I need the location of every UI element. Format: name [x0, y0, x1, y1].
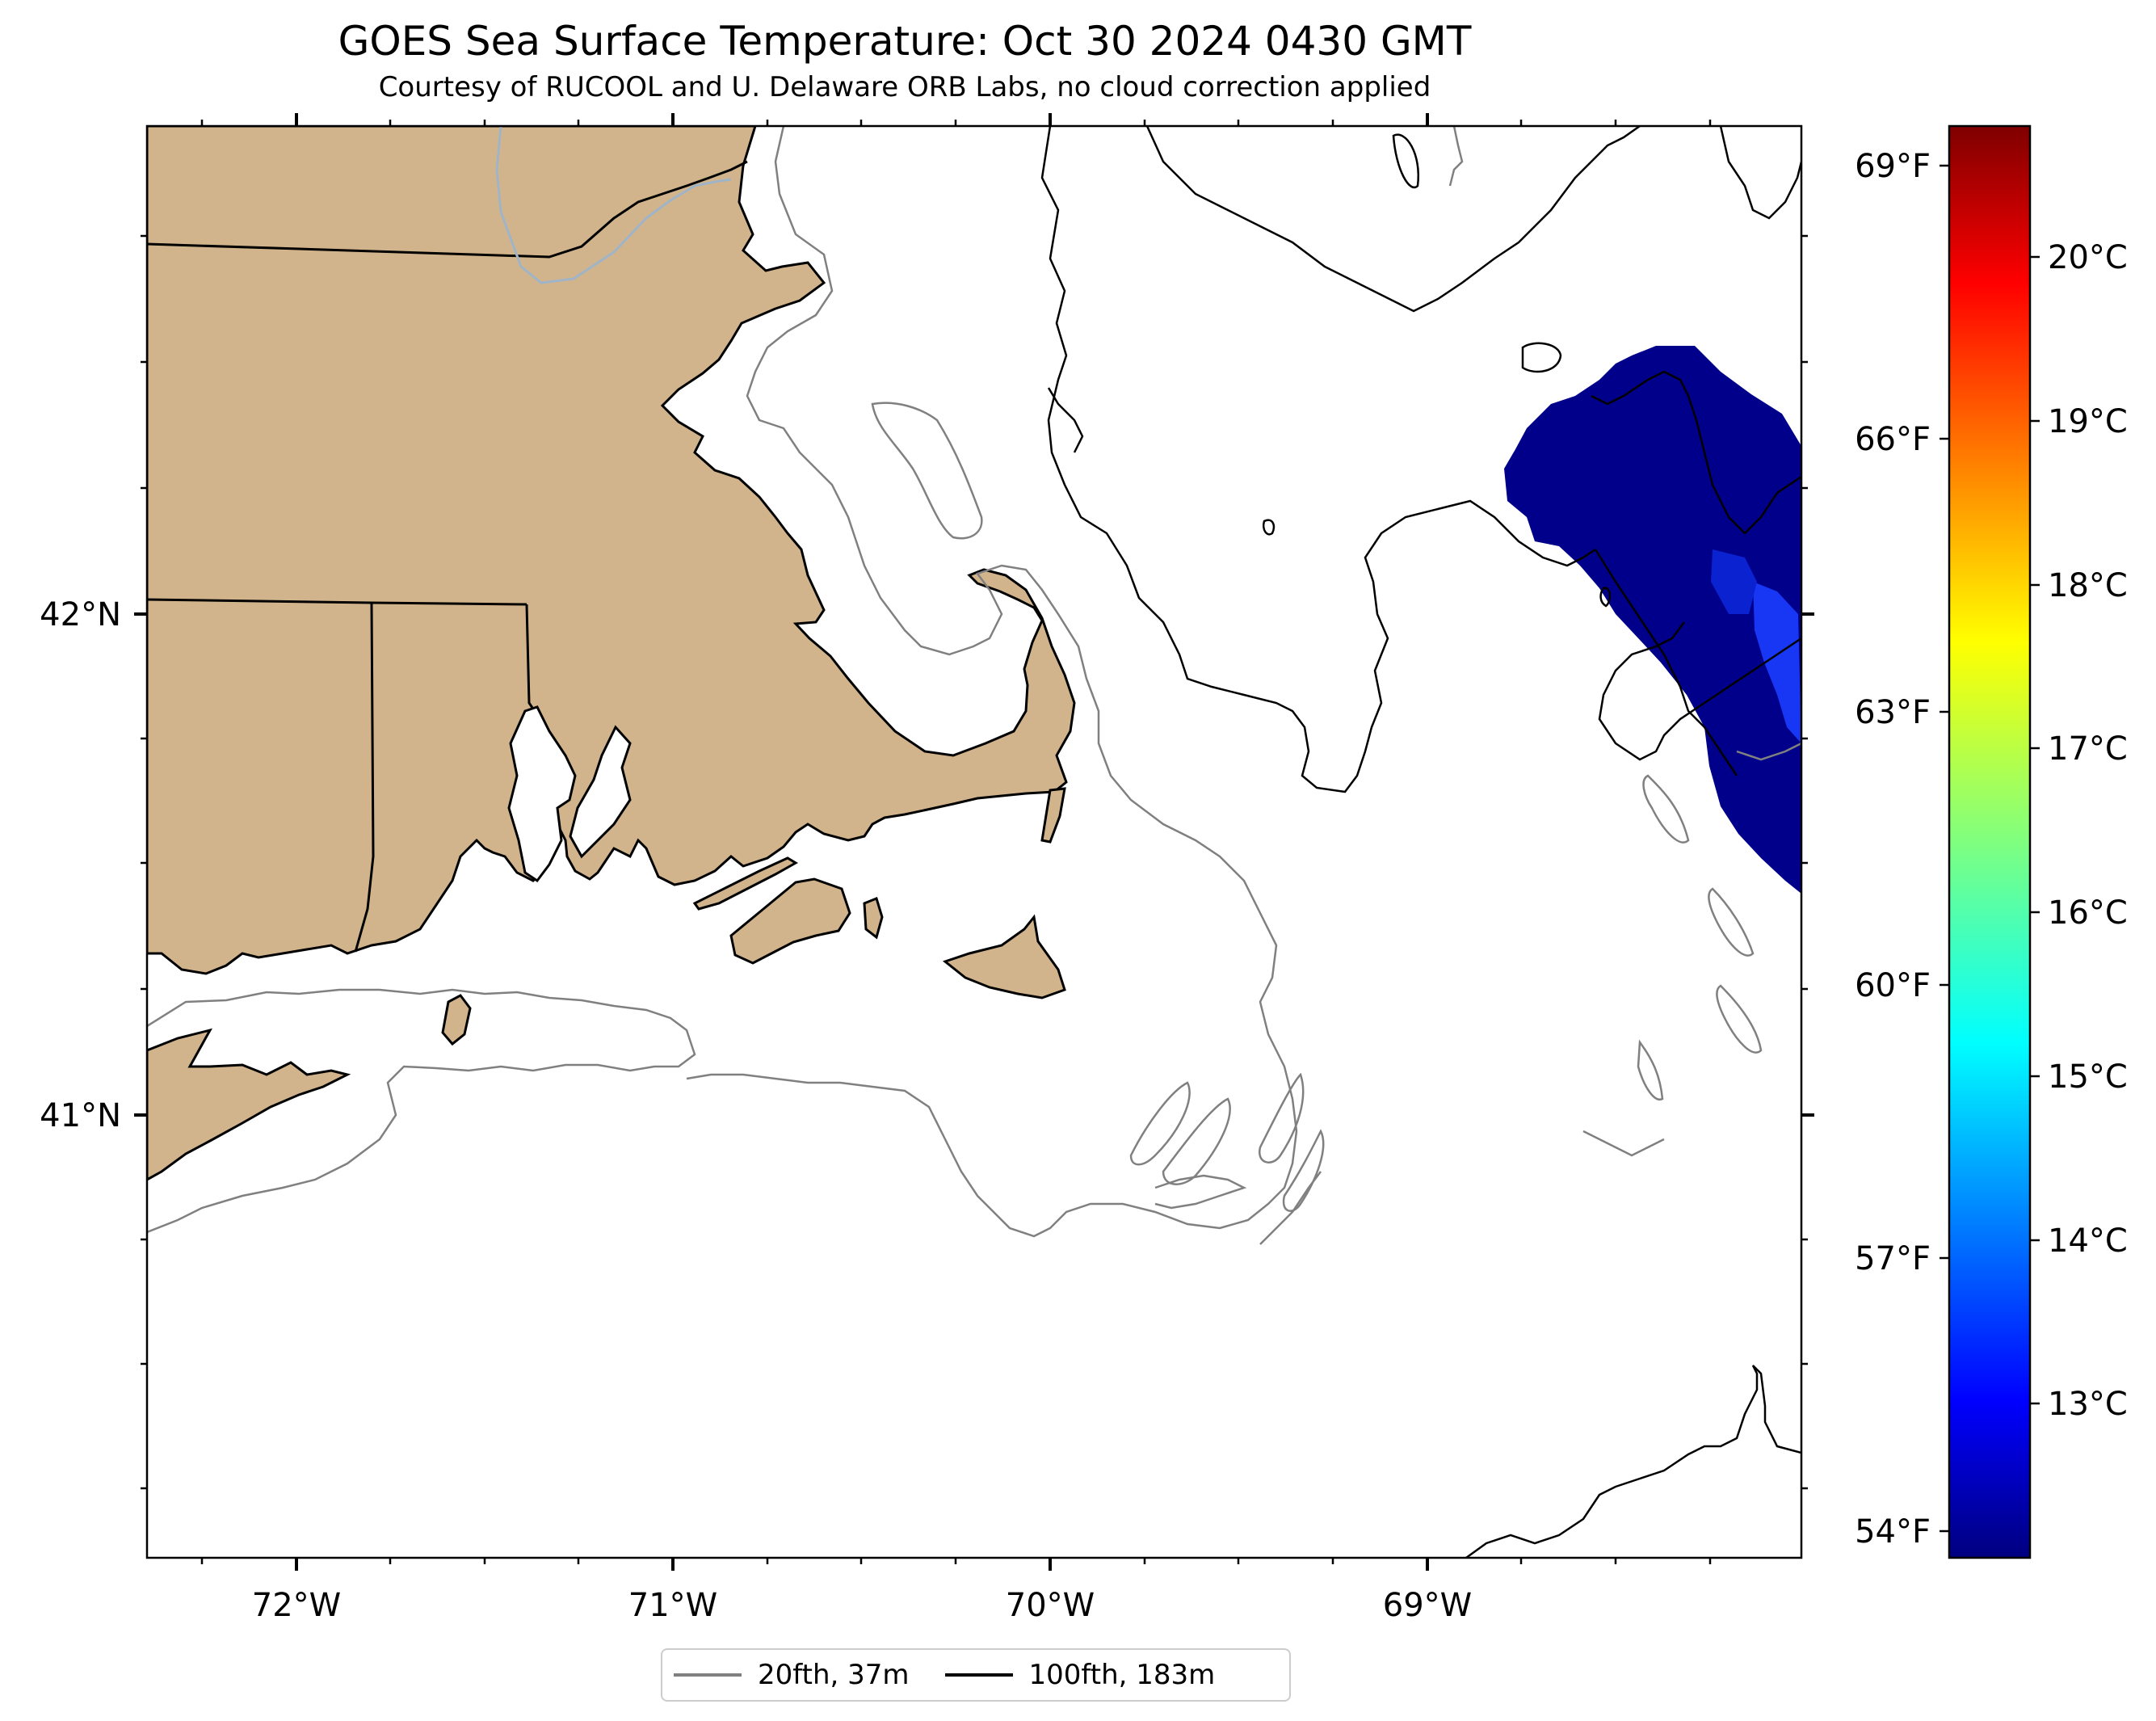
lon-tick-label: 70°W	[1006, 1587, 1095, 1624]
land-block-island	[441, 994, 472, 1046]
sst-warm-spot	[1753, 582, 1801, 743]
water-narragansett-bay	[507, 705, 577, 883]
legend-label: 100fth, 183m	[1028, 1659, 1216, 1691]
colorbar-f-ticks	[1940, 164, 1949, 1533]
sst-data-patch	[1504, 346, 1801, 894]
contour-100fth-island-2	[1263, 519, 1276, 536]
lon-minor-ticks	[200, 120, 1712, 1564]
contour-20fth-georges-tail	[1259, 1171, 1322, 1245]
lat-tick-label: 41°N	[40, 1097, 121, 1134]
contour-100fth-gulf-of-maine	[1040, 126, 1596, 793]
map-title: GOES Sea Surface Temperature: Oct 30 202…	[338, 18, 1472, 65]
land-nantucket	[942, 914, 1066, 999]
colorbar-c-label: 14°C	[2048, 1222, 2128, 1260]
water-buzzards-bay	[569, 725, 632, 859]
legend-swatch-gray-line	[674, 1673, 742, 1677]
colorbar-c-label: 18°C	[2048, 567, 2128, 604]
map-subtitle: Courtesy of RUCOOL and U. Delaware ORB L…	[378, 71, 1431, 103]
land-elizabeth-islands	[692, 856, 798, 911]
land-monomoy	[1040, 787, 1066, 844]
land-marthas-vineyard	[729, 877, 851, 965]
colorbar-c-label: 17°C	[2048, 730, 2128, 768]
lat-major-ticks	[134, 612, 1814, 1117]
contour-20fth-scotian-2	[1708, 887, 1755, 957]
land-tuckernuck	[863, 897, 884, 940]
river-merrimack	[495, 126, 732, 284]
contour-100fth-island-1	[1521, 342, 1562, 373]
contour-20fth-ne	[1448, 126, 1464, 187]
contour-20fth-stellwagen	[871, 402, 983, 540]
contour-20fth-scotian-5	[1736, 742, 1801, 761]
land-new-england	[147, 126, 1076, 975]
colorbar-c-label: 20°C	[2048, 239, 2128, 276]
colorbar-c-label: 13°C	[2048, 1386, 2128, 1423]
colorbar-c-label: 19°C	[2048, 403, 2128, 440]
legend-swatch-black-line	[944, 1673, 1013, 1677]
colorbar-f-label: 54°F	[1855, 1513, 1931, 1551]
legend-item-100fth: 100fth, 183m	[944, 1659, 1216, 1691]
contour-100fth-island-3	[1599, 587, 1612, 608]
map-frame	[145, 124, 1803, 1559]
legend-item-20fth: 20fth, 37m	[674, 1659, 910, 1691]
lon-tick-label: 72°W	[252, 1587, 341, 1624]
legend-label: 20fth, 37m	[758, 1659, 910, 1691]
colorbar-c-label: 15°C	[2048, 1058, 2128, 1096]
lon-tick-label: 69°W	[1383, 1587, 1472, 1624]
lat-tick-label: 42°N	[40, 596, 121, 633]
colorbar-c-ticks	[2030, 255, 2040, 1405]
colorbar-f-label: 66°F	[1855, 421, 1931, 458]
contour-100fth-georges	[1594, 549, 1738, 776]
contour-100fth-east	[1598, 621, 1801, 761]
contour-100fth-north	[1145, 126, 1641, 313]
lon-tick-label: 71°W	[628, 1587, 717, 1624]
state-boundary-ct-ri	[354, 602, 375, 953]
land-long-island	[147, 1028, 351, 1181]
contour-20fth-scotian-6	[1582, 1130, 1665, 1157]
contour-20fth-scotian-1	[1642, 774, 1690, 844]
contour-20fth-southwest	[147, 988, 696, 1234]
colorbar-f-label: 69°F	[1855, 148, 1931, 185]
colorbar-f-label: 57°F	[1855, 1240, 1931, 1277]
contour-100fth-scotian	[1591, 370, 1801, 535]
contour-20fth-coast	[686, 126, 1298, 1238]
contour-20fth-georges-shoal-2	[1162, 1097, 1231, 1185]
contour-20fth-georges-shoal-1	[1129, 1081, 1191, 1166]
contour-20fth-scotian-3	[1716, 984, 1763, 1054]
contour-20fth-georges-fragments	[1154, 1174, 1247, 1210]
contour-100fth-south	[1465, 1365, 1801, 1558]
colorbar-f-label: 60°F	[1855, 967, 1931, 1004]
colorbar	[1948, 124, 2032, 1559]
contour-20fth-georges-shoal-4	[1282, 1129, 1325, 1212]
state-boundary-nh-ma	[147, 160, 748, 259]
contour-20fth-scotian-4	[1637, 1039, 1664, 1100]
lon-major-ticks	[295, 113, 1429, 1571]
contour-legend: 20fth, 37m 100fth, 183m	[661, 1648, 1291, 1702]
contour-20fth-georges-shoal-3	[1258, 1072, 1305, 1163]
sst-warm-spot-2	[1711, 549, 1757, 614]
contour-100fth-cape-fragment	[1047, 387, 1084, 453]
contour-100fth-island-4	[1392, 133, 1420, 189]
colorbar-c-label: 16°C	[2048, 894, 2128, 932]
colorbar-f-label: 63°F	[1855, 694, 1931, 731]
lat-minor-ticks	[141, 234, 1808, 1490]
contour-100fth-ne-fragments	[1719, 126, 1801, 220]
